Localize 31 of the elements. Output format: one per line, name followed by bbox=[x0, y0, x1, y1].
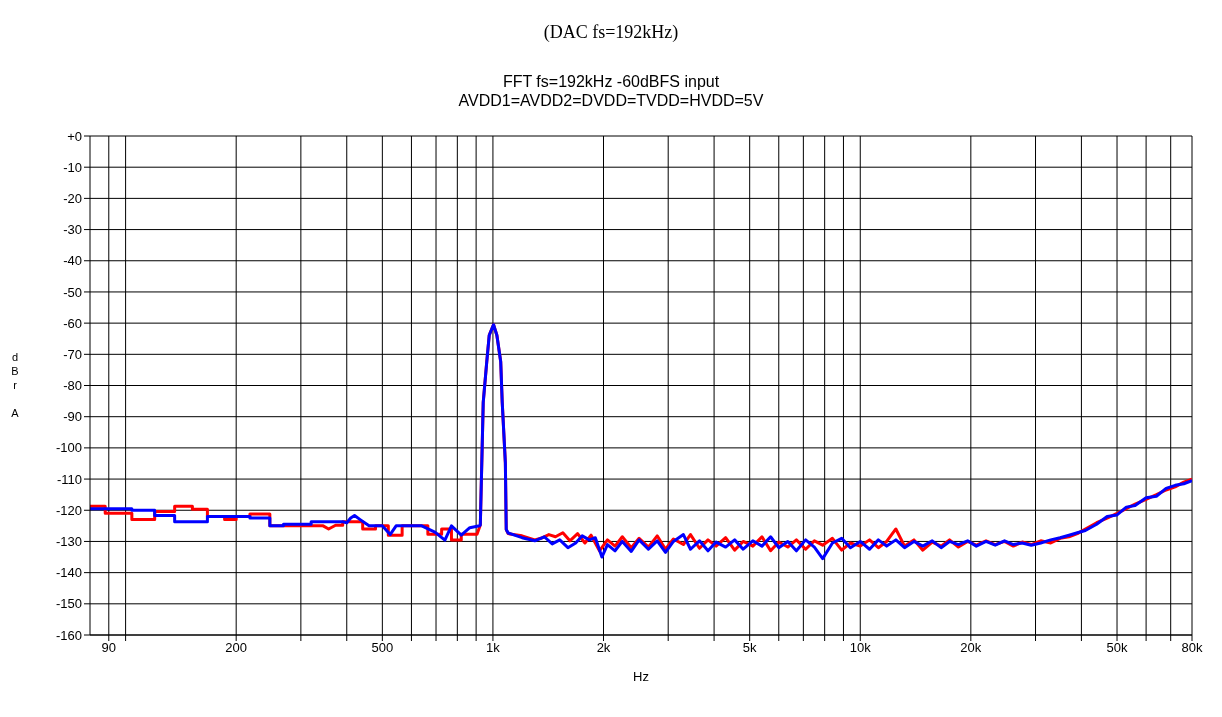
x-tick-label: 500 bbox=[371, 640, 394, 656]
y-tick-label: -20 bbox=[63, 190, 82, 206]
y-tick-label: -160 bbox=[55, 627, 82, 643]
x-tick-label: 20k bbox=[960, 640, 982, 656]
y-tick-label: -100 bbox=[55, 440, 82, 456]
x-tick-label: 50k bbox=[1106, 640, 1128, 656]
x-tick-label: 90 bbox=[101, 640, 117, 656]
x-tick-label: 5k bbox=[742, 640, 758, 656]
x-tick-label: 2k bbox=[596, 640, 611, 656]
y-tick-label: -80 bbox=[63, 378, 82, 394]
x-tick-label: 80k bbox=[1181, 640, 1203, 656]
y-tick-label: -150 bbox=[55, 596, 82, 612]
y-tick-label: -90 bbox=[63, 409, 82, 425]
chart-subtitle: FFT fs=192kHz -60dBFS input AVDD1=AVDD2=DVDD=TVDD=HVDD=5V bbox=[457, 72, 765, 110]
y-tick-label: -140 bbox=[55, 565, 82, 581]
y-tick-label: -60 bbox=[63, 315, 82, 331]
y-tick-label: -50 bbox=[63, 284, 82, 300]
y-tick-label: +0 bbox=[67, 128, 82, 144]
y-tick-label: -30 bbox=[63, 222, 82, 238]
y-tick-label: -10 bbox=[63, 159, 82, 175]
y-tick-label: -40 bbox=[63, 253, 82, 269]
x-tick-label: 10k bbox=[849, 640, 872, 656]
x-tick-label: 200 bbox=[225, 640, 248, 656]
text: dBr A bbox=[11, 351, 19, 419]
y-tick-label: -110 bbox=[56, 471, 82, 487]
y-tick-label: -130 bbox=[55, 534, 82, 550]
chart-title: (DAC fs=192kHz) bbox=[542, 21, 680, 44]
y-tick-label: -120 bbox=[55, 502, 82, 518]
y-tick-label: -70 bbox=[63, 346, 82, 362]
x-tick-label: 1k bbox=[486, 640, 501, 656]
x-axis-title: Hz bbox=[633, 669, 649, 684]
